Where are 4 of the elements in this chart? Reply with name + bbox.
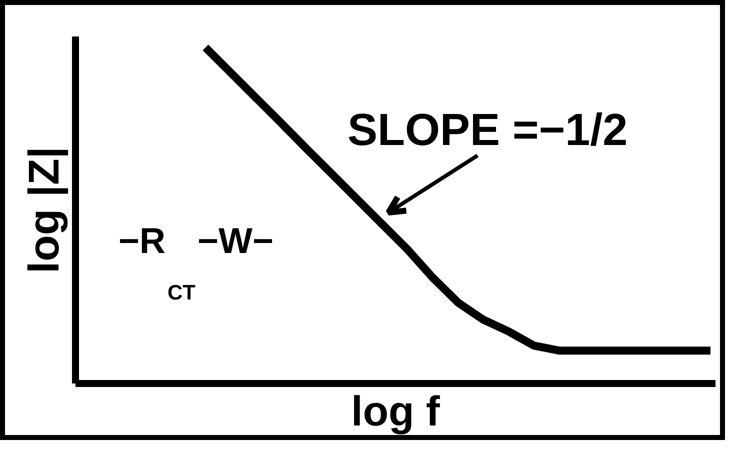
x-axis-title: log f xyxy=(351,388,441,434)
annotation: SLOPE =−1/2 xyxy=(348,104,628,155)
y-axis-title: log |Z| xyxy=(20,146,68,274)
annotation: −RCT−W− xyxy=(118,220,274,304)
